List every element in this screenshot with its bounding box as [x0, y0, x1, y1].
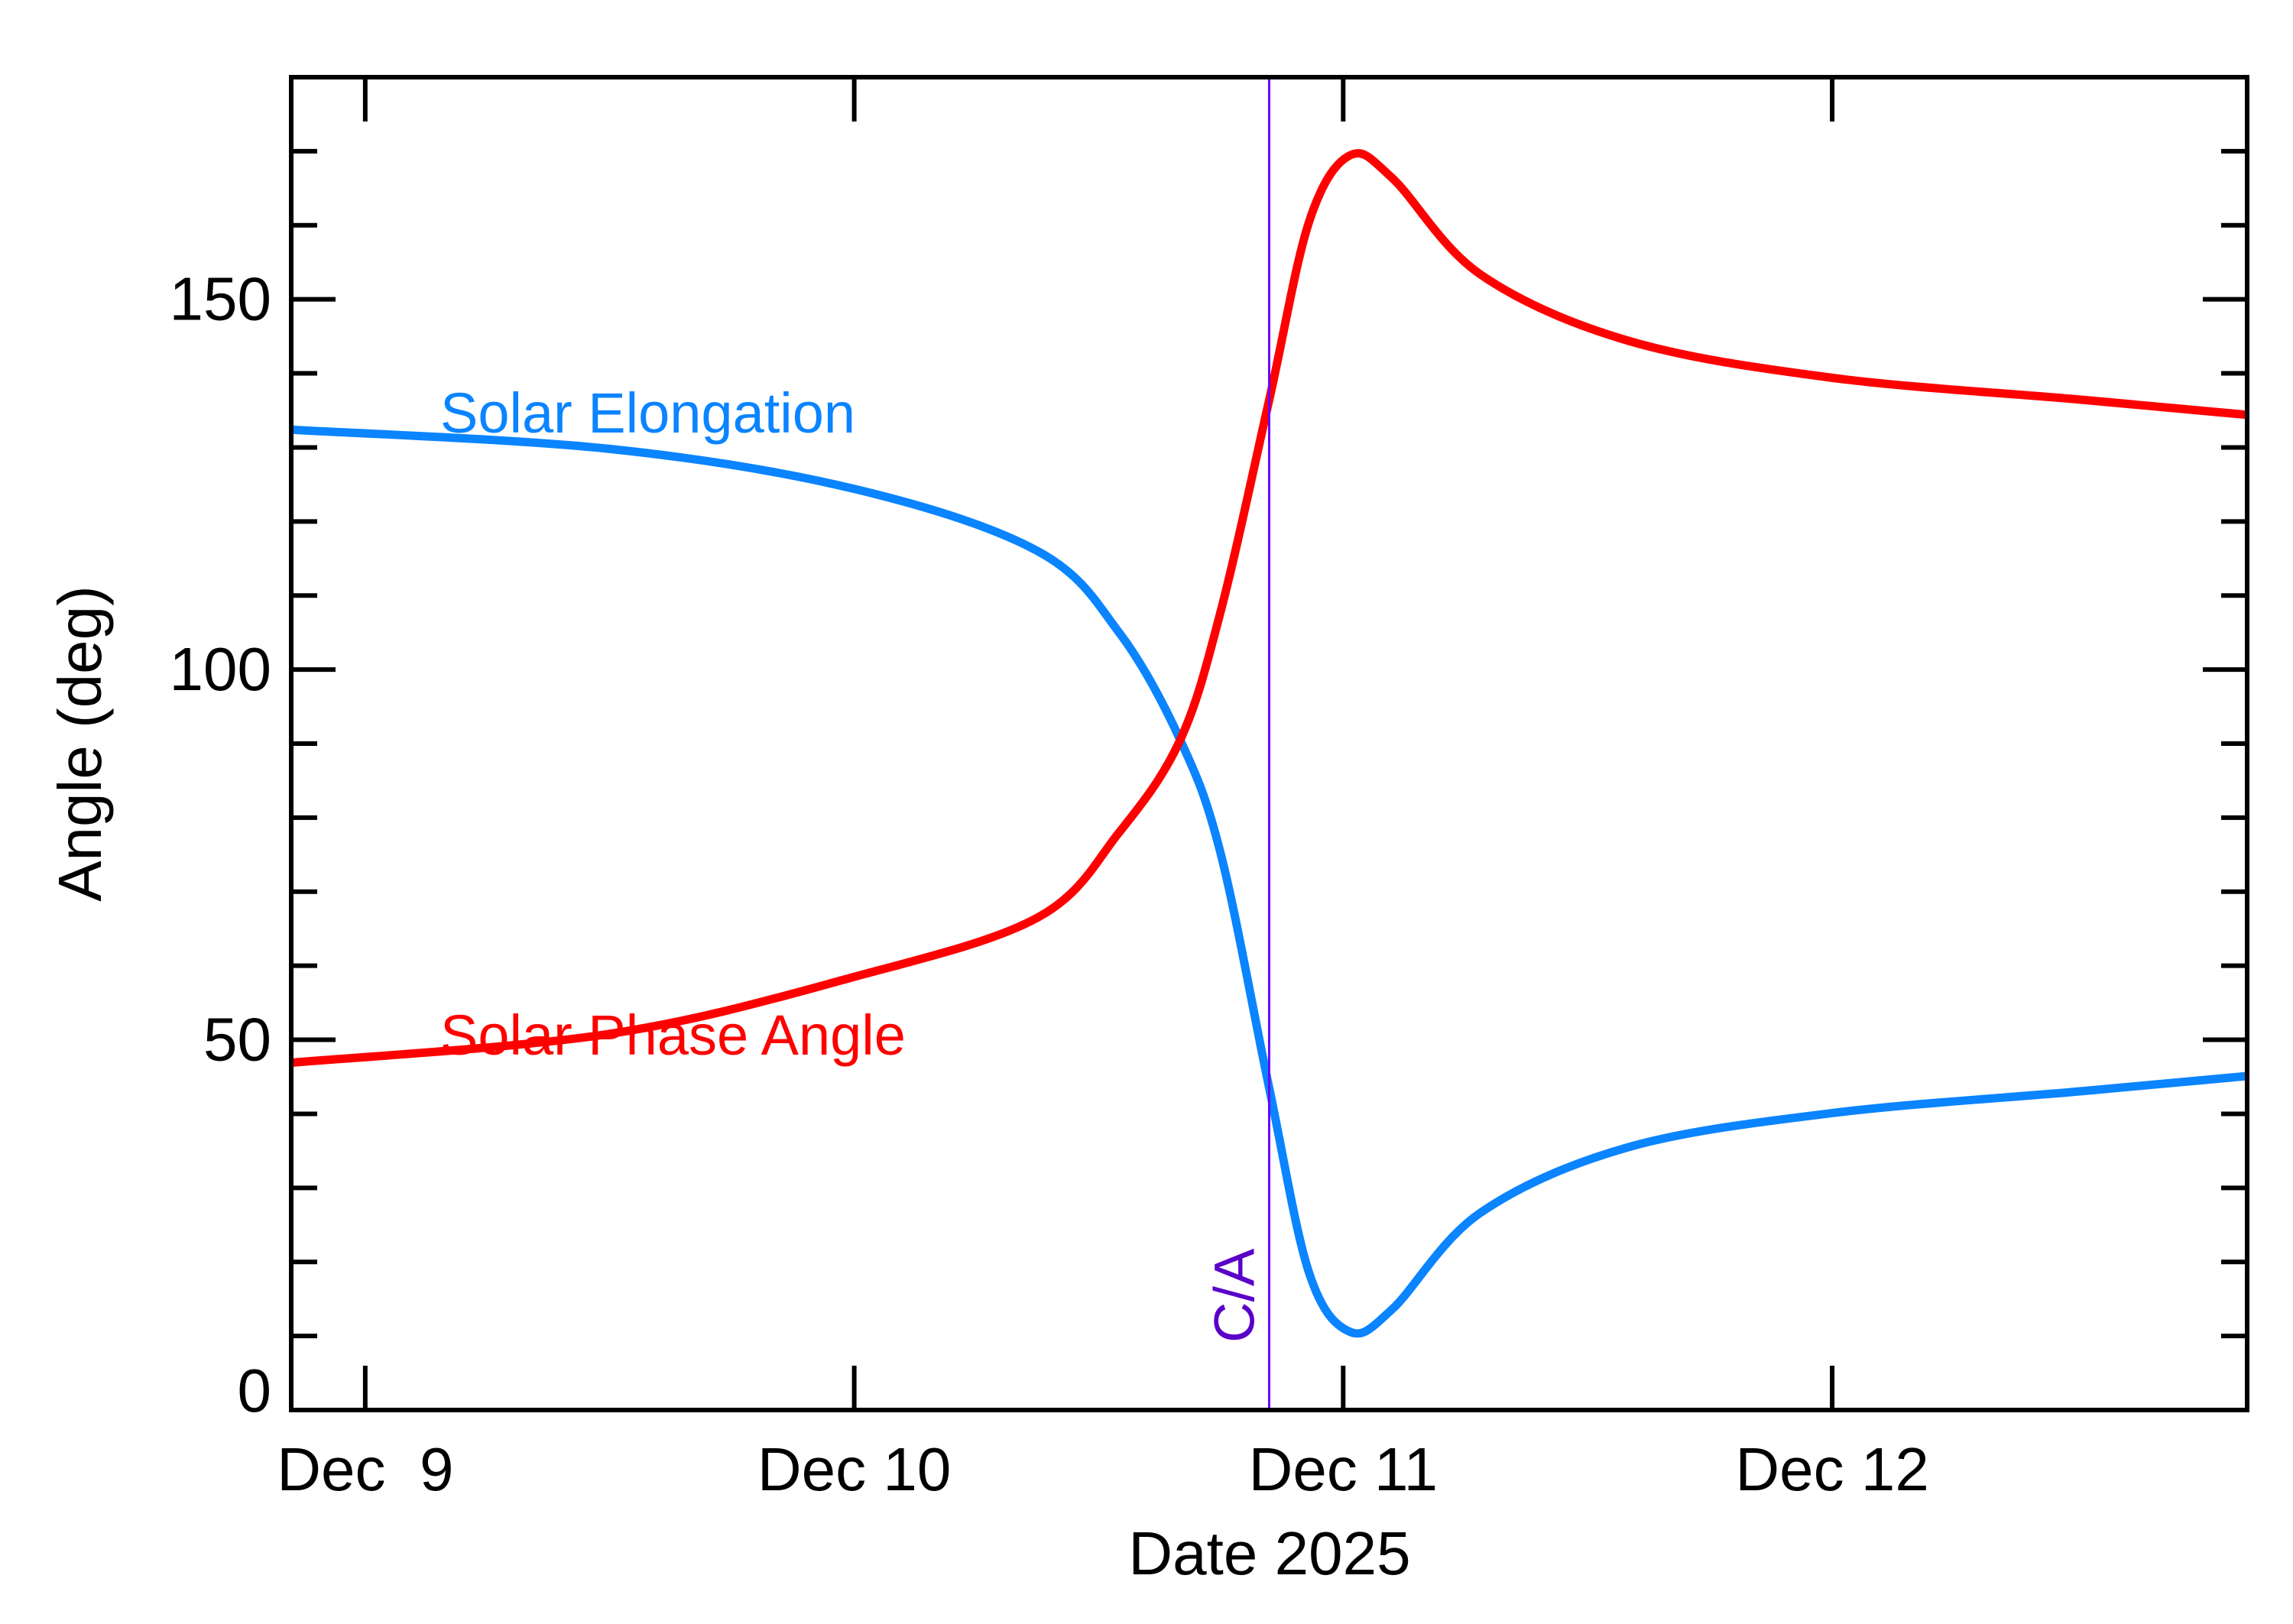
y-tick-label: 50 — [203, 1006, 271, 1074]
y-axis-title: Angle (deg) — [46, 585, 114, 902]
series-line-solar-phase-angle — [290, 149, 2248, 1068]
closest-approach-label: C/A — [1203, 1248, 1267, 1343]
series-label-solar-elongation: Solar Elongation — [440, 381, 855, 445]
y-tick-label: 0 — [238, 1357, 272, 1425]
x-tick-labels: Dec 9 Dec 10 Dec 11 Dec 12 — [277, 1435, 1929, 1503]
series-line-solar-elongation — [290, 425, 2248, 1338]
plot-frame — [289, 75, 2249, 1412]
x-tick-label: Dec 9 — [277, 1435, 453, 1503]
y-tick-labels: 0 50 100 150 — [170, 265, 271, 1425]
series-lines — [290, 149, 2248, 1338]
y-tick-label: 150 — [170, 265, 271, 333]
y-tick-label: 100 — [170, 635, 271, 703]
x-axis-title: Date 2025 — [1128, 1519, 1410, 1587]
x-tick-label: Dec 12 — [1735, 1435, 1928, 1503]
x-tick-label: Dec 11 — [1249, 1435, 1438, 1503]
series-label-solar-phase-angle: Solar Phase Angle — [440, 1003, 906, 1067]
x-tick-label: Dec 10 — [757, 1435, 951, 1503]
